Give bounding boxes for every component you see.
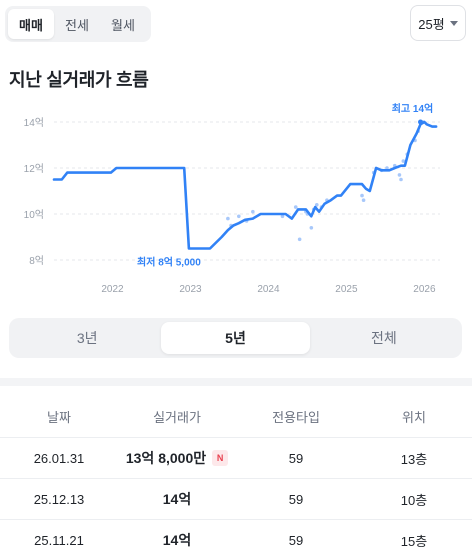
y-tick-label: 10억 [24, 209, 44, 221]
x-tick-label: 2022 [101, 284, 124, 295]
scatter-point [399, 177, 403, 182]
tab-monthly-rent[interactable]: 월세 [111, 17, 135, 33]
header-type: 전용타입 [272, 410, 320, 425]
section-divider [0, 378, 472, 386]
range-tab-5y[interactable]: 5년 [161, 322, 310, 354]
row-price: 13억 8,000만 [125, 450, 207, 466]
x-tick-label: 2025 [335, 284, 358, 295]
row-price: 14억 [162, 491, 192, 507]
x-tick-label: 2023 [179, 284, 202, 295]
row-date: 25.12.13 [33, 491, 85, 507]
scatter-point [237, 214, 241, 219]
row-date: 25.11.21 [34, 532, 84, 548]
row-type: 59 [288, 491, 304, 507]
min-annotation: 최저 8억 5,000 [137, 256, 201, 269]
row-floor: 15층 [400, 533, 428, 549]
row-floor: 10층 [400, 492, 428, 508]
row-price-cell: 13억 8,000만 N [118, 448, 236, 468]
transaction-table: 날짜 실거래가 전용타입 위치 26.01.31 13억 8,000만 N 59… [0, 396, 472, 556]
scatter-point [251, 209, 255, 214]
row-type: 59 [288, 532, 304, 548]
new-badge: N [212, 450, 229, 466]
chart-grid [54, 121, 440, 261]
scatter-point [280, 214, 285, 219]
scatter-point [401, 159, 406, 163]
table-row[interactable]: 25.12.13 14억 59 10층 [0, 479, 472, 520]
area-select[interactable]: 25평 [410, 5, 466, 41]
section-title: 지난 실거래가 흐름 [9, 70, 149, 90]
chart-x-ticks: 2022 2023 2024 2025 2026 [101, 284, 436, 295]
table-row[interactable]: 26.01.31 13억 8,000만 N 59 13층 [0, 438, 472, 479]
scatter-point [226, 216, 230, 221]
row-price-cell: 14억 [118, 530, 236, 550]
y-tick-label: 14억 [24, 117, 44, 129]
scatter-point [309, 226, 314, 230]
header-price: 실거래가 [153, 410, 201, 425]
chart-y-ticks: 8억 10억 12억 14억 [24, 117, 44, 267]
y-tick-label: 8억 [29, 255, 44, 267]
header-floor: 위치 [402, 410, 426, 425]
trade-type-tabs: 매매 전세 월세 [5, 6, 151, 42]
table-row[interactable]: 25.11.21 14억 59 15층 [0, 520, 472, 556]
tab-sale[interactable]: 매매 [8, 9, 54, 39]
row-date: 26.01.31 [33, 450, 85, 466]
scatter-point [397, 173, 402, 177]
max-annotation: 최고 14억 [392, 102, 434, 115]
row-type: 59 [288, 450, 304, 466]
scatter-point [361, 198, 366, 202]
max-point [418, 119, 424, 125]
range-tab-3y[interactable]: 3년 [76, 330, 98, 346]
row-price: 14억 [162, 532, 192, 548]
x-tick-label: 2026 [413, 284, 436, 295]
table-header: 날짜 실거래가 전용타입 위치 [0, 396, 472, 438]
chevron-down-icon [449, 20, 458, 26]
chart-scatter-points [226, 120, 425, 242]
row-floor: 13층 [400, 451, 428, 467]
header-date: 날짜 [47, 410, 71, 425]
scatter-point [385, 166, 389, 170]
scatter-point [297, 237, 302, 242]
range-tab-all[interactable]: 전체 [370, 330, 397, 346]
scatter-point [360, 193, 364, 198]
y-tick-label: 12억 [24, 163, 44, 175]
tab-jeonse[interactable]: 전세 [65, 17, 89, 33]
scatter-point [314, 203, 319, 207]
x-tick-label: 2024 [257, 284, 280, 295]
range-tabs: 3년 5년 전체 [9, 318, 462, 358]
scatter-point [293, 205, 298, 209]
row-price-cell: 14억 [118, 489, 236, 509]
chart-series-line [52, 120, 438, 250]
area-select-value: 25평 [418, 16, 445, 32]
